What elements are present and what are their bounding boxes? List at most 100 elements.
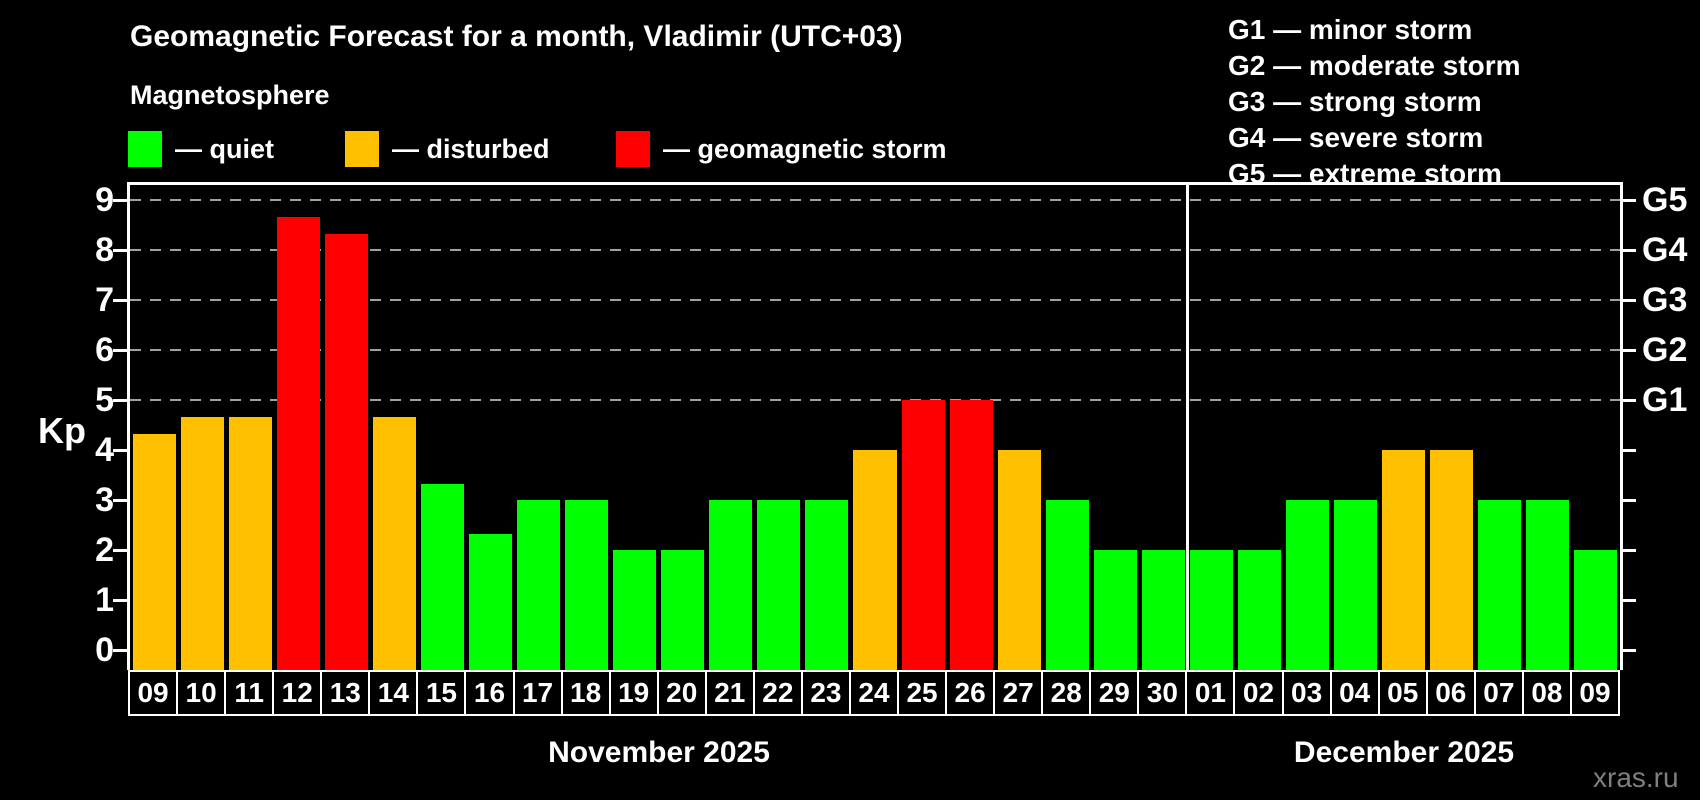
kp-bar-24 [853, 450, 897, 670]
day-label-nov-26: 26 [945, 670, 996, 716]
gridline-kp5 [130, 399, 1620, 401]
y-axis-title: Kp [38, 410, 86, 451]
plot-area-border [127, 182, 1623, 670]
kp-bar-28 [1045, 500, 1089, 670]
month-separator-line [1185, 185, 1189, 670]
day-label-dec-01: 01 [1185, 670, 1236, 716]
y-tick-right-0 [1620, 648, 1636, 652]
day-label-nov-09: 09 [128, 670, 179, 716]
day-label-dec-05: 05 [1377, 670, 1428, 716]
kp-bar-23 [805, 500, 849, 670]
kp-bar-11 [228, 416, 272, 670]
y-tick-label-8: 8 [95, 231, 114, 269]
kp-bar-19 [613, 550, 657, 670]
kp-bar-22 [757, 500, 801, 670]
g3-legend-line: G3 — strong storm [1228, 86, 1482, 117]
day-label-nov-21: 21 [704, 670, 755, 716]
right-axis-label-G1: G1 [1642, 381, 1688, 419]
day-label-nov-14: 14 [368, 670, 419, 716]
y-tick-left-3 [113, 498, 129, 502]
y-tick-right-8 [1620, 248, 1636, 252]
right-axis-label-G3: G3 [1642, 281, 1688, 319]
y-tick-label-6: 6 [95, 331, 114, 369]
kp-bar-14 [372, 416, 416, 670]
y-tick-label-3: 3 [95, 481, 114, 519]
day-label-dec-02: 02 [1233, 670, 1284, 716]
y-tick-right-9 [1620, 198, 1636, 202]
y-tick-right-2 [1620, 548, 1636, 552]
chart-title: Geomagnetic Forecast for a month, Vladim… [130, 20, 903, 53]
y-tick-left-0 [113, 648, 129, 652]
kp-bar-25 [901, 400, 945, 670]
kp-bar-08 [1526, 500, 1570, 670]
day-label-nov-24: 24 [848, 670, 900, 716]
kp-bar-27 [997, 450, 1041, 670]
kp-bar-09 [132, 433, 176, 670]
storm-label: — geomagnetic storm [663, 133, 947, 164]
kp-bar-13 [324, 233, 368, 670]
g4-legend-line: G4 — severe storm [1228, 122, 1484, 153]
day-label-nov-16: 16 [464, 670, 515, 716]
day-label-nov-22: 22 [752, 670, 803, 716]
disturbed-color-swatch [345, 131, 379, 167]
y-tick-left-5 [113, 398, 129, 402]
g1-legend-line: G1 — minor storm [1228, 14, 1473, 45]
right-axis-label-G4: G4 [1642, 231, 1688, 269]
y-tick-right-6 [1620, 348, 1636, 352]
gridline-kp9 [130, 199, 1620, 201]
day-label-nov-10: 10 [176, 670, 227, 716]
y-tick-left-4 [113, 448, 129, 452]
y-tick-label-0: 0 [95, 631, 114, 669]
y-tick-left-9 [113, 198, 129, 202]
kp-bar-17 [517, 500, 561, 670]
day-label-nov-13: 13 [320, 670, 371, 716]
day-label-nov-28: 28 [1041, 670, 1092, 716]
y-tick-left-8 [113, 248, 129, 252]
y-tick-right-1 [1620, 598, 1636, 602]
storm-scale-legend: G1 — minor storm G2 — moderate storm G3 … [1228, 12, 1521, 192]
day-label-nov-25: 25 [897, 670, 948, 716]
kp-bar-16 [468, 533, 512, 670]
month-label-december: December 2025 [1293, 736, 1515, 769]
disturbed-label: — disturbed [392, 133, 550, 164]
y-tick-label-1: 1 [95, 581, 114, 619]
quiet-label: — quiet [175, 133, 274, 164]
kp-bar-21 [709, 500, 753, 670]
kp-bar-07 [1478, 500, 1522, 670]
day-label-nov-17: 17 [512, 670, 563, 716]
right-axis-label-G2: G2 [1642, 331, 1688, 369]
day-label-nov-29: 29 [1089, 670, 1140, 716]
day-label-nov-30: 30 [1137, 670, 1188, 716]
y-tick-label-9: 9 [95, 181, 114, 219]
day-label-nov-11: 11 [224, 670, 275, 716]
quiet-color-swatch [128, 131, 162, 167]
day-label-nov-27: 27 [993, 670, 1044, 716]
day-label-nov-12: 12 [272, 670, 323, 716]
day-label-dec-07: 07 [1473, 670, 1524, 716]
kp-bar-09 [1574, 550, 1618, 670]
month-label-november: November 2025 [548, 736, 770, 769]
day-label-nov-18: 18 [560, 670, 611, 716]
y-tick-label-5: 5 [95, 381, 114, 419]
right-axis-label-G5: G5 [1642, 181, 1688, 219]
y-tick-left-2 [113, 548, 129, 552]
gridline-kp7 [130, 299, 1620, 301]
day-label-nov-19: 19 [608, 670, 659, 716]
kp-bar-26 [949, 400, 993, 670]
y-tick-left-7 [113, 298, 129, 302]
kp-bar-05 [1382, 450, 1426, 670]
legend-item-storm: — geomagnetic storm [616, 131, 947, 167]
gridline-kp6 [130, 349, 1620, 351]
magnetosphere-legend-title: Magnetosphere [130, 80, 330, 110]
day-label-dec-04: 04 [1329, 670, 1380, 716]
y-tick-right-4 [1620, 448, 1636, 452]
kp-bar-20 [661, 550, 705, 670]
watermark: xras.ru [1593, 762, 1679, 793]
day-label-dec-08: 08 [1521, 670, 1572, 716]
kp-bar-03 [1286, 500, 1330, 670]
day-label-nov-23: 23 [800, 670, 851, 716]
storm-color-swatch [616, 131, 650, 167]
kp-bar-18 [565, 500, 609, 670]
y-tick-right-5 [1620, 398, 1636, 402]
